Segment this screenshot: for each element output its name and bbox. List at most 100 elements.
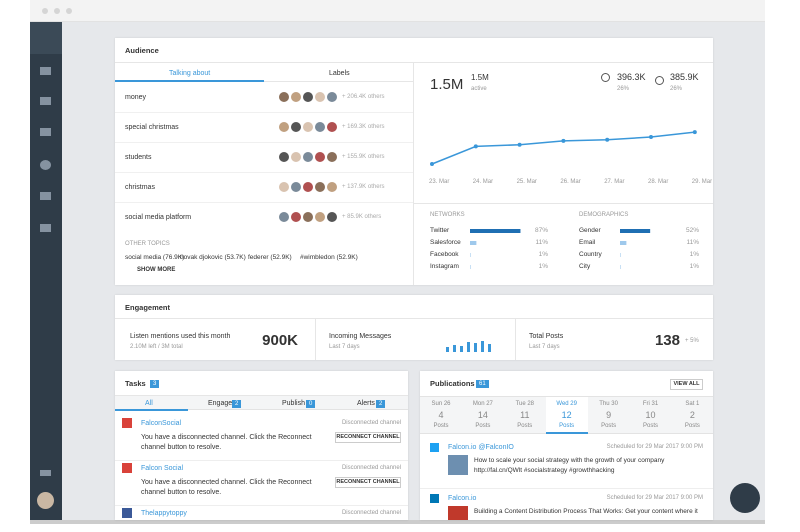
stat-label: Incoming Messages [329, 333, 392, 340]
bar-value-label: 87% [534, 227, 548, 234]
reconnect-button[interactable]: RECONNECT CHANNEL [335, 432, 401, 443]
day-name[interactable]: Fri 31 [642, 401, 659, 407]
divider [115, 80, 264, 82]
panel-title: Audience [125, 46, 159, 55]
nav-icon[interactable] [40, 160, 51, 170]
male-value: 385.9K [670, 72, 699, 82]
badge: 0 [306, 400, 316, 408]
other-topic[interactable]: social media (76.9K) [125, 254, 185, 261]
post-image [448, 506, 468, 520]
stat-label: Listen mentions used this month [130, 333, 231, 340]
topic-avatar [314, 211, 326, 223]
network-icon [430, 494, 439, 503]
stat-value: 900K [262, 332, 298, 349]
post-image [448, 455, 468, 475]
nav-icon[interactable] [40, 97, 51, 105]
topic-avatar [290, 211, 302, 223]
topic-avatar [302, 181, 314, 193]
other-topic[interactable]: #wimbledon (52.9K) [300, 254, 358, 261]
day-unit: Posts [559, 423, 575, 429]
channel-status: Disconnected channel [341, 420, 401, 426]
tab[interactable]: Publish [282, 400, 305, 407]
male-pct: 26% [670, 86, 683, 92]
user-avatar[interactable] [37, 492, 54, 509]
divider [413, 203, 713, 204]
topic-avatar [326, 91, 338, 103]
day-count: 9 [606, 410, 612, 420]
nav-icon[interactable] [40, 224, 51, 232]
topic-avatar [302, 121, 314, 133]
x-tick-label: 25. Mar [516, 179, 537, 185]
divider [115, 409, 188, 411]
day-unit: Posts [517, 423, 533, 429]
bar-value-label: 11% [535, 239, 548, 246]
topic-avatar [278, 181, 290, 193]
day-name[interactable]: Sun 26 [431, 401, 451, 407]
topic-avatar [290, 91, 302, 103]
day-name[interactable]: Sat 1 [685, 401, 700, 407]
view-all-button[interactable]: VIEW ALL [670, 379, 703, 390]
divider [115, 395, 408, 396]
divider [115, 318, 713, 319]
tab[interactable]: Alerts [357, 400, 375, 407]
badge: 2 [376, 400, 386, 408]
topic-avatar [314, 151, 326, 163]
day-active [545, 397, 588, 434]
tab[interactable]: Labels [329, 70, 350, 77]
post-scheduled: Scheduled for 29 Mar 2017 9:00 PM [606, 444, 703, 450]
bar-value-label: 11% [686, 239, 699, 246]
bar-value-label: 1% [689, 263, 699, 270]
day-count: 11 [520, 410, 530, 420]
other-topic[interactable]: novak djokovic (53.7K) [180, 254, 246, 261]
bar-value-label: 1% [689, 251, 699, 258]
day-count: 12 [561, 410, 572, 420]
day-name[interactable]: Mon 27 [472, 401, 493, 407]
x-tick-label: 27. Mar [604, 179, 625, 185]
other-topic[interactable]: federer (52.9K) [248, 254, 292, 261]
day-name[interactable]: Thu 30 [599, 401, 618, 407]
publications-panel [420, 371, 713, 520]
day-name[interactable]: Tue 28 [515, 401, 535, 407]
post-text: Building a Content Distribution Process … [474, 508, 698, 515]
title-bar [30, 0, 765, 22]
day-unit: Posts [475, 423, 491, 429]
task-text: You have a disconnected channel. Click t… [141, 434, 312, 451]
topic-others: + 206.4K others [342, 94, 385, 100]
bar-value-label: 1% [538, 263, 548, 270]
topic-avatar [302, 151, 314, 163]
channel-name: FalconSocial [141, 420, 182, 427]
tab[interactable]: Talking about [169, 70, 211, 77]
chat-button[interactable] [730, 483, 760, 513]
divider [413, 62, 414, 285]
nav-icon[interactable] [40, 67, 51, 75]
nav-icon[interactable] [40, 128, 51, 136]
bar-value-label: 52% [685, 227, 699, 234]
nav-icon[interactable] [40, 192, 51, 200]
stat-sub: 2.10M left / 3M total [130, 344, 183, 350]
topic-avatar [302, 211, 314, 223]
female-pct: 26% [617, 86, 630, 92]
female-value: 396.3K [617, 72, 646, 82]
tab[interactable]: Engage [208, 400, 233, 407]
day-unit: Posts [601, 423, 617, 429]
topic-name: social media platform [125, 214, 192, 221]
engagement-panel [115, 295, 713, 360]
stat-sub: Last 7 days [529, 344, 560, 350]
stat-value: 138 [654, 332, 680, 349]
nav-icon[interactable] [40, 470, 51, 476]
topic-others: + 155.9K others [342, 154, 385, 160]
day-count: 14 [477, 410, 488, 420]
row-label: Twitter [430, 227, 450, 234]
day-count: 4 [438, 410, 444, 420]
topic-others: + 169.3K others [342, 124, 385, 130]
stat-change: + 5% [685, 338, 699, 344]
tab[interactable]: All [145, 400, 153, 407]
topic-name: christmas [125, 184, 155, 191]
panel-title: Engagement [125, 303, 171, 312]
day-name[interactable]: Wed 29 [556, 401, 577, 407]
reconnect-button[interactable]: RECONNECT CHANNEL [335, 477, 401, 488]
divider [115, 172, 413, 173]
show-more[interactable]: SHOW MORE [137, 267, 176, 273]
topic-avatar [290, 121, 302, 133]
day-unit: Posts [684, 423, 700, 429]
